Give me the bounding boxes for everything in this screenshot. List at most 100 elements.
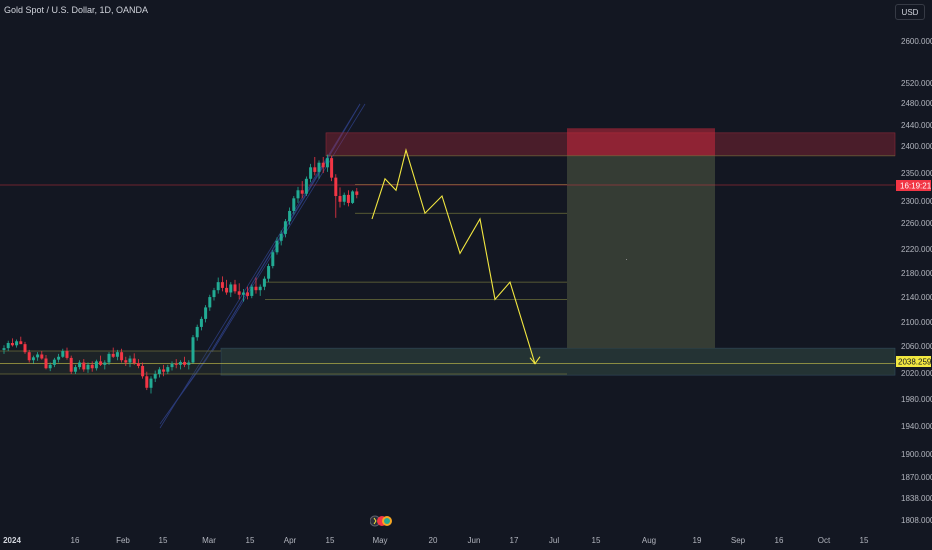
candle-body	[342, 194, 346, 202]
price-tick-label: 1808.000	[901, 516, 932, 525]
time-tick-label: Jul	[549, 536, 559, 545]
candle-body	[36, 354, 40, 358]
price-tick-label: 2350.000	[901, 169, 932, 178]
price-tick-label: 1940.000	[901, 422, 932, 431]
candle-body	[157, 369, 161, 374]
candle-body	[204, 307, 208, 319]
price-tick-label: 2180.000	[901, 269, 932, 278]
candle-body	[78, 362, 82, 368]
time-tick-label: 16	[71, 536, 80, 545]
candle-body	[57, 356, 61, 360]
candle-body	[187, 362, 191, 365]
price-tick-label: 2020.000	[901, 369, 932, 378]
candle-body	[254, 286, 258, 291]
candle-body	[69, 357, 73, 372]
rising-channel	[159, 103, 361, 425]
price-tick-label: 1980.000	[901, 395, 932, 404]
candle-body	[338, 196, 342, 202]
candle-body	[170, 363, 174, 368]
candle-body	[73, 367, 77, 372]
price-tick-label: 1870.000	[901, 473, 932, 482]
candle-body	[99, 361, 103, 365]
price-tick-label: 2100.000	[901, 318, 932, 327]
time-axis[interactable]: 2024 16 Feb 15 Mar 15 Apr 15 May 20 Jun 17 Jul 15 Aug 1…	[3, 536, 869, 545]
candle-body	[250, 286, 254, 296]
candle-body	[141, 365, 145, 377]
candle-body	[27, 352, 31, 361]
candle-body	[82, 362, 86, 370]
candle-body	[103, 362, 107, 365]
symbol-title[interactable]: Gold Spot / U.S. Dollar, 1D, OANDA	[4, 5, 149, 15]
candle-body	[258, 286, 262, 291]
price-tick-label: 2140.000	[901, 293, 932, 302]
support-zone	[220, 347, 896, 376]
candle-body	[128, 358, 132, 363]
candle-body	[115, 352, 119, 357]
candle-body	[149, 378, 153, 388]
candle-body	[288, 210, 292, 222]
price-tick-label: 2220.000	[901, 245, 932, 254]
projection-path	[371, 148, 536, 364]
candle-body	[216, 282, 220, 291]
candle-body	[107, 353, 111, 363]
candle-body	[145, 376, 149, 388]
candle-body	[15, 341, 19, 346]
candle-body	[321, 162, 325, 168]
candle-body	[317, 162, 321, 172]
candle-body	[174, 363, 178, 365]
tradingview-logo-icon[interactable]	[370, 514, 392, 528]
candle-body	[195, 326, 199, 338]
candle-body	[166, 367, 170, 372]
time-tick-label: Apr	[284, 536, 297, 545]
current-price-label: 2038.259	[898, 358, 932, 367]
candle-body	[229, 284, 233, 293]
price-tick-label: 2600.000	[901, 37, 932, 46]
time-tick-label: Mar	[202, 536, 216, 545]
time-tick-label: Sep	[731, 536, 746, 545]
candle-body	[40, 354, 44, 359]
live-price-label: 16:19:21	[900, 182, 932, 191]
time-tick-label: Feb	[116, 536, 130, 545]
time-tick-label: 20	[429, 536, 438, 545]
candle-body	[52, 359, 56, 365]
candle-body	[241, 292, 245, 295]
candle-body	[267, 266, 271, 279]
time-tick-label: May	[372, 536, 387, 545]
short-position-stop	[567, 128, 715, 156]
candle-body	[65, 351, 69, 358]
candle-body	[178, 361, 182, 365]
time-tick-label: 15	[592, 536, 601, 545]
price-tick-label: 1838.000	[901, 494, 932, 503]
candle-body	[208, 297, 212, 308]
candle-body	[262, 278, 266, 287]
position-center-dot	[626, 259, 627, 260]
currency-button[interactable]: USD	[895, 4, 925, 20]
price-tick-label: 2520.000	[901, 79, 932, 88]
time-tick-label: Jun	[468, 536, 481, 545]
candle-body	[6, 342, 10, 349]
candle-body	[19, 341, 23, 345]
candle-body	[94, 361, 98, 369]
price-tick-label: 2440.000	[901, 121, 932, 130]
time-tick-label: Aug	[642, 536, 656, 545]
candle-body	[162, 369, 166, 372]
price-tick-label: 2060.000	[901, 342, 932, 351]
price-axis[interactable]: 2600.000 2520.000 2480.000 2440.000 2400.000…	[896, 37, 932, 525]
candle-body	[355, 191, 359, 195]
candle-body	[225, 287, 229, 293]
candle-body	[246, 292, 250, 296]
candle-body	[271, 252, 275, 267]
time-tick-label: 15	[326, 536, 335, 545]
candle-body	[296, 190, 300, 199]
candle-body	[61, 351, 65, 357]
candle-body	[132, 358, 136, 364]
candle-body	[212, 290, 216, 298]
candle-body	[330, 158, 334, 178]
price-tick-label: 2480.000	[901, 99, 932, 108]
candle-body	[2, 348, 6, 350]
candle-body	[220, 282, 224, 288]
price-tick-label: 2400.000	[901, 142, 932, 151]
time-tick-label: Oct	[818, 536, 831, 545]
